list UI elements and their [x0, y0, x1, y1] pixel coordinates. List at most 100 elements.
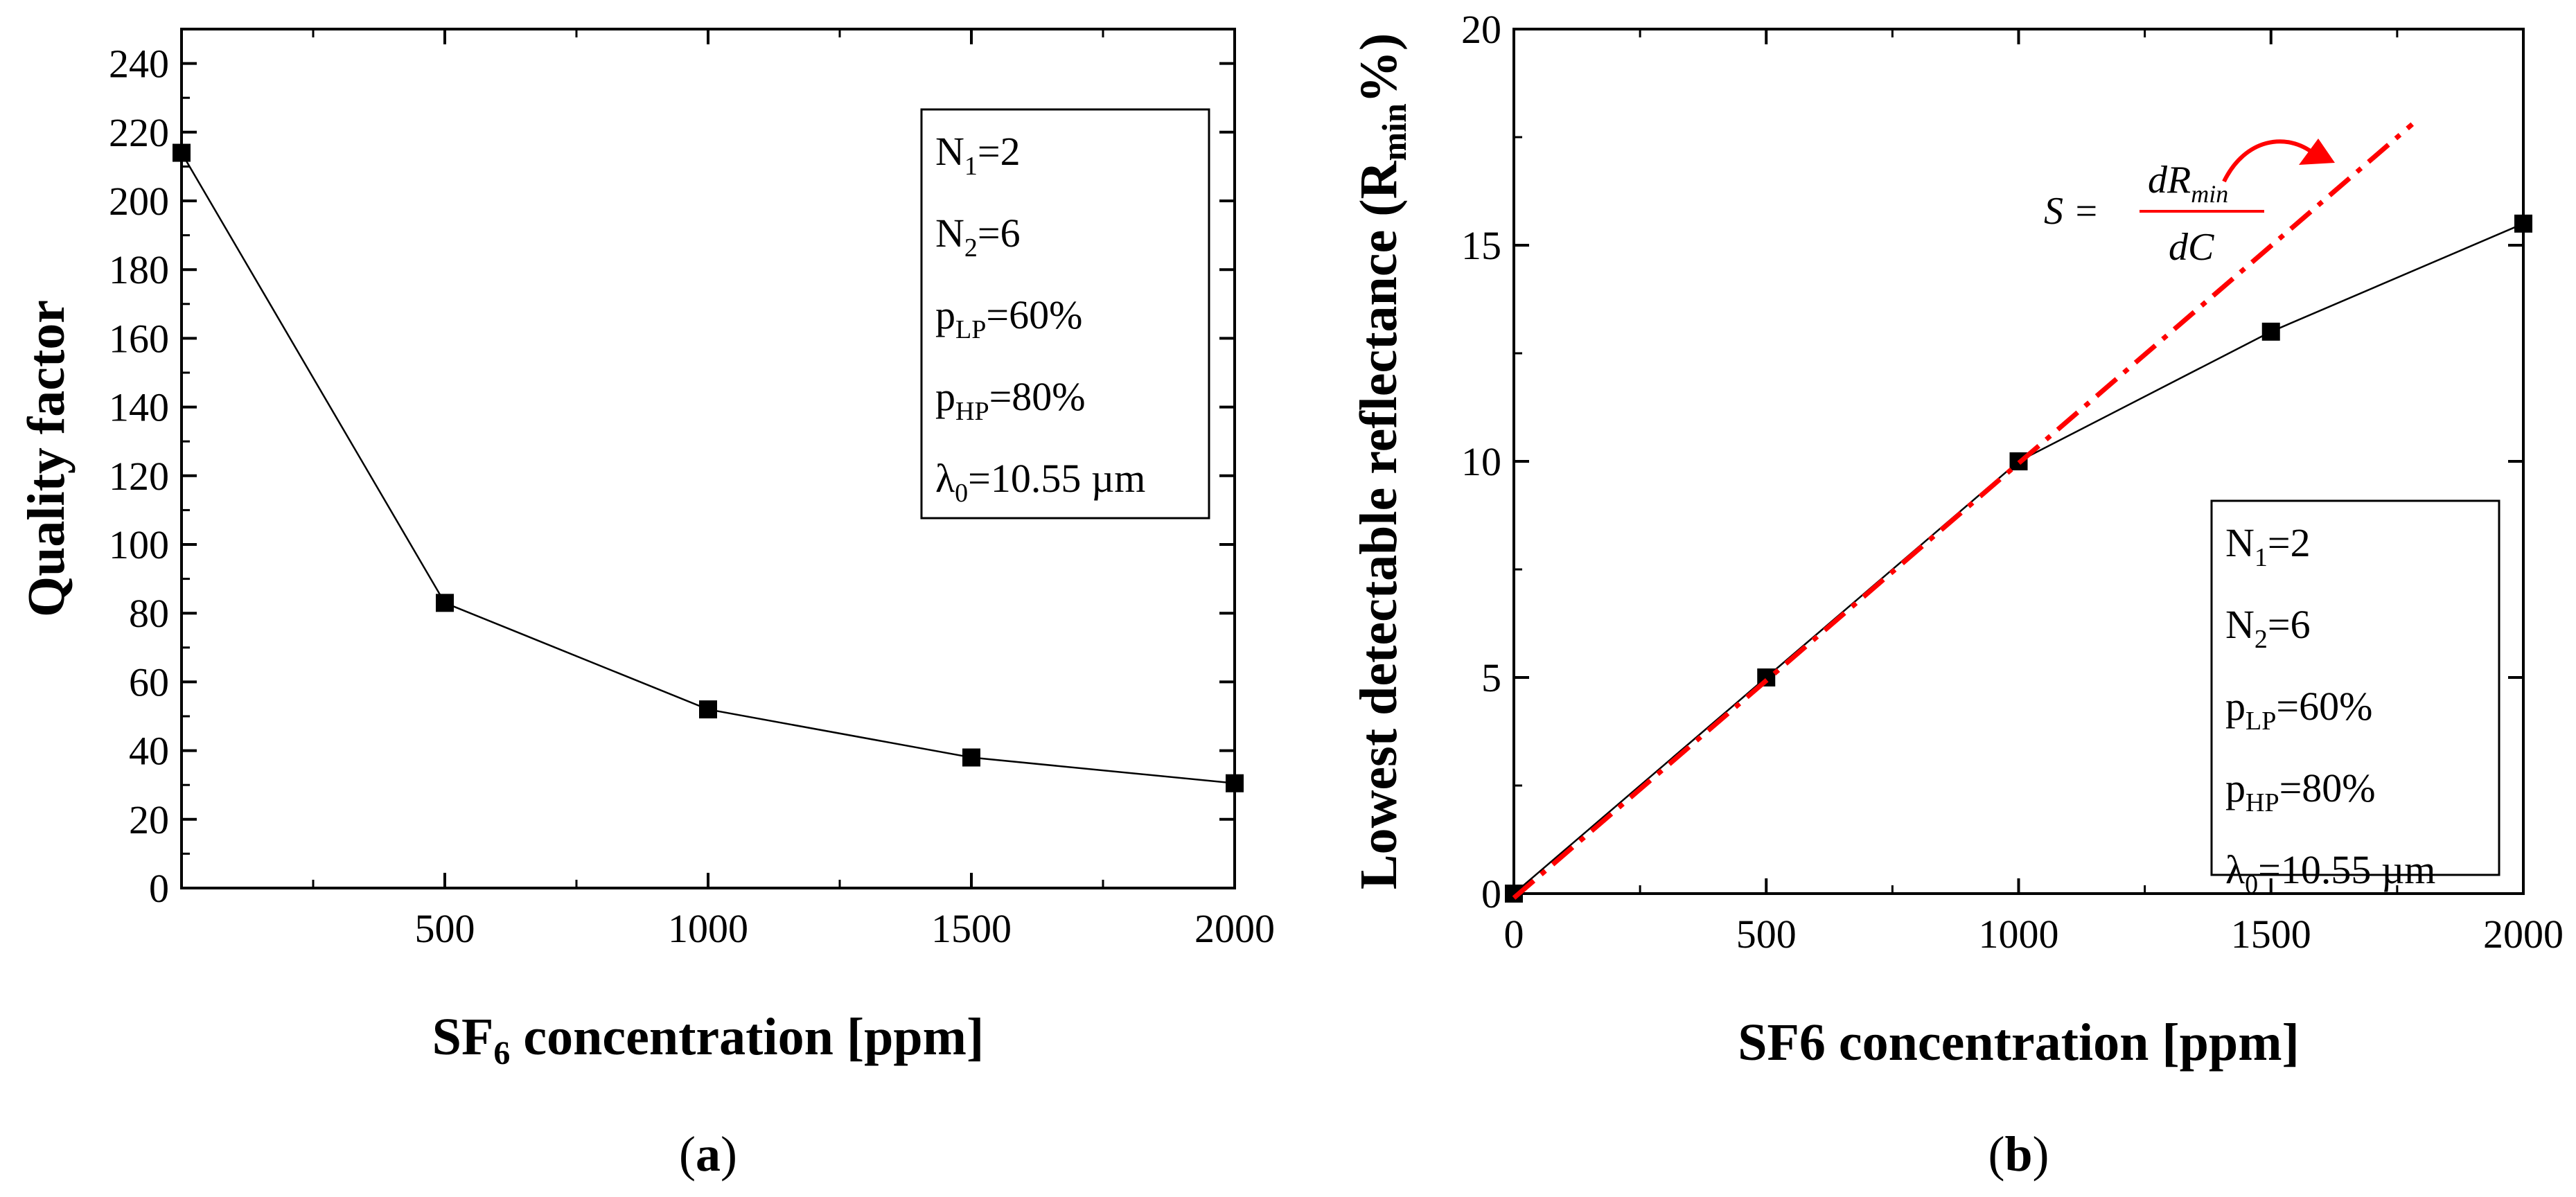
- caption-letter: a: [696, 1126, 721, 1182]
- legend-entry-a: N1=2: [935, 129, 1021, 181]
- y-tick-label-b: 5: [1481, 655, 1501, 700]
- caption-paren: ): [2033, 1126, 2049, 1182]
- legend-entry-b-base: N: [2225, 520, 2255, 565]
- legend-box-b: [2210, 499, 2500, 876]
- legend-entry-b: pLP=60%: [2225, 684, 2372, 736]
- x-tick-label-b: 2000: [2483, 912, 2564, 957]
- data-point-b: [2261, 322, 2280, 341]
- y-tick-label-a: 220: [109, 110, 169, 155]
- y-tick-label-a: 40: [129, 729, 169, 774]
- annotation-arrow-head: [2299, 139, 2335, 165]
- y-tick-label-a: 200: [109, 179, 169, 224]
- legend-entry-a-rest: =80%: [989, 374, 1086, 419]
- sensitivity-formula-numerator-subscript: min: [2191, 180, 2228, 208]
- annotation-arrow: [2222, 139, 2315, 183]
- legend-entry-b-rest: =60%: [2276, 684, 2372, 729]
- legend-entry-a-base: p: [935, 374, 955, 419]
- legend-entry-a-subscript: 0: [955, 479, 968, 508]
- legend-entry-a-base: N: [935, 129, 964, 174]
- y-tick-label-a: 0: [149, 866, 169, 911]
- x-axis-title-a-rest: concentration [ppm]: [510, 1008, 984, 1066]
- legend-entry-a-base: λ: [935, 456, 955, 501]
- y-tick-label-b: 0: [1481, 871, 1501, 916]
- fit-line: [1512, 122, 2415, 900]
- x-tick-label-b: 0: [1504, 912, 1524, 957]
- legend-entry-a: λ0=10.55 µm: [935, 456, 1145, 508]
- caption-paren: (: [679, 1126, 696, 1182]
- legend-entry-b-base: p: [2225, 765, 2246, 810]
- legend-entry-b: N2=6: [2225, 602, 2311, 654]
- legend-entry-a-rest: =10.55 µm: [968, 456, 1145, 501]
- legend-entry-b-rest: =80%: [2279, 765, 2376, 810]
- x-tick-label-b: 500: [1736, 912, 1797, 957]
- legend-entry-b-subscript: 1: [2255, 543, 2268, 572]
- x-tick-label-b: 1000: [1979, 912, 2059, 957]
- legend-entry-b-base: N: [2225, 602, 2255, 647]
- data-point-a: [1226, 774, 1244, 792]
- legend-entry-b: N1=2: [2225, 520, 2311, 572]
- y-tick-label-a: 140: [109, 385, 169, 430]
- x-tick-label-a: 1000: [668, 906, 748, 951]
- x-axis-title-a-base: SF: [432, 1008, 494, 1066]
- legend-entry-a-subscript: 1: [964, 152, 978, 181]
- caption-b: (b): [1988, 1126, 2049, 1182]
- legend-entry-b: λ0=10.55 µm: [2225, 847, 2435, 899]
- sensitivity-formula-numerator-base: dR: [2148, 159, 2191, 202]
- legend-entry-a: N2=6: [935, 211, 1021, 263]
- caption-paren: (: [1988, 1126, 2004, 1182]
- y-tick-label-b: 15: [1461, 223, 1501, 268]
- y-tick-label-a: 160: [109, 316, 169, 361]
- x-axis-title-a: SF6 concentration [ppm]: [432, 1008, 985, 1072]
- x-axis-title-b: SF6 concentration [ppm]: [1738, 1013, 2300, 1072]
- y-axis-title-b: Lowest detectable reflectance (Rmin%): [1350, 33, 1413, 889]
- y-tick-label-a: 20: [129, 797, 169, 842]
- legend-entry-b-base: p: [2225, 684, 2246, 729]
- legend-entry-a-base: p: [935, 292, 955, 337]
- data-point-a: [962, 748, 980, 767]
- legend-entry-b-subscript: HP: [2246, 788, 2279, 817]
- y-tick-label-a: 180: [109, 247, 169, 292]
- caption-a: (a): [679, 1126, 737, 1182]
- legend-entry-a-base: N: [935, 211, 964, 256]
- x-axis-title-a-subscript: 6: [493, 1035, 510, 1072]
- legend-entry-b-subscript: LP: [2246, 707, 2276, 736]
- legend-entry-a-rest: =60%: [986, 292, 1082, 337]
- caption-letter: b: [2004, 1126, 2032, 1182]
- x-tick-label-a: 2000: [1194, 906, 1275, 951]
- y-axis-title-b-rest: %): [1350, 33, 1408, 103]
- legend-entry-b-base: λ: [2225, 847, 2245, 892]
- legend-entry-b-rest: =10.55 µm: [2258, 847, 2435, 892]
- data-point-a: [173, 143, 191, 162]
- data-point-a: [436, 594, 454, 612]
- x-tick-label-a: 500: [415, 906, 475, 951]
- y-tick-label-b: 10: [1461, 439, 1501, 484]
- legend-entry-b: pHP=80%: [2225, 765, 2376, 817]
- caption-paren: ): [721, 1126, 737, 1182]
- legend-entry-a-subscript: HP: [955, 397, 989, 426]
- y-tick-label-a: 120: [109, 454, 169, 499]
- x-axis-title-b-base: SF6 concentration [ppm]: [1738, 1013, 2300, 1072]
- sensitivity-formula-numerator: dRmin: [2148, 159, 2228, 208]
- y-tick-label-a: 240: [109, 42, 169, 87]
- legend-entry-a: pLP=60%: [935, 292, 1082, 344]
- x-tick-label-b: 1500: [2231, 912, 2311, 957]
- legend-entry-a-rest: =6: [978, 211, 1021, 256]
- sensitivity-formula-denominator: dC: [2169, 226, 2214, 269]
- legend-entry-b-subscript: 2: [2255, 625, 2268, 654]
- legend-entry-a-subscript: 2: [964, 233, 978, 263]
- data-point-a: [699, 700, 717, 719]
- sensitivity-formula-lhs: S =: [2044, 190, 2099, 233]
- y-tick-label-a: 100: [109, 522, 169, 567]
- legend-entry-a: pHP=80%: [935, 374, 1086, 426]
- legend-entry-b-subscript: 0: [2245, 870, 2258, 899]
- legend-entry-a-subscript: LP: [955, 315, 986, 344]
- x-tick-label-a: 1500: [931, 906, 1012, 951]
- data-point-b: [2514, 214, 2532, 233]
- legend-entry-a-rest: =2: [978, 129, 1021, 174]
- y-axis-title-b-subscript: min: [1375, 103, 1413, 161]
- y-axis-title-b-base: Lowest detectable reflectance (R: [1350, 160, 1408, 889]
- y-tick-label-a: 60: [129, 659, 169, 704]
